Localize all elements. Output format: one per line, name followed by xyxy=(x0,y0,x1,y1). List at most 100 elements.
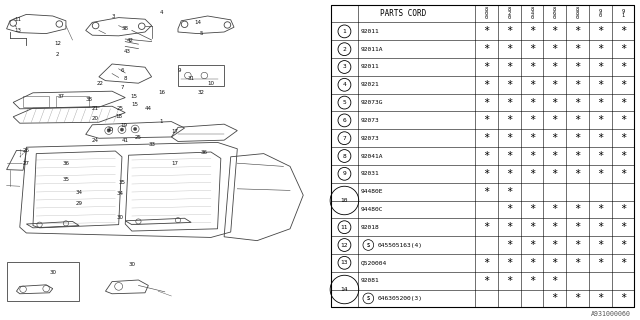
Text: 12: 12 xyxy=(340,243,348,247)
Text: *: * xyxy=(506,151,512,161)
Text: 9: 9 xyxy=(178,68,181,73)
Text: 5: 5 xyxy=(199,31,203,36)
Text: 92011: 92011 xyxy=(360,29,380,34)
Text: *: * xyxy=(552,44,558,54)
Text: *: * xyxy=(483,62,490,72)
Text: *: * xyxy=(506,169,512,179)
Text: *: * xyxy=(529,169,535,179)
Text: 2: 2 xyxy=(56,52,60,57)
Text: 8
4
0: 8 4 0 xyxy=(531,7,534,20)
Text: 13: 13 xyxy=(15,28,22,33)
Text: *: * xyxy=(529,26,535,36)
Text: 92073G: 92073G xyxy=(360,100,383,105)
Text: 31: 31 xyxy=(188,76,195,81)
Text: *: * xyxy=(574,258,580,268)
Text: 6: 6 xyxy=(120,68,124,73)
Text: *: * xyxy=(483,151,490,161)
Text: *: * xyxy=(597,222,604,232)
Text: 41: 41 xyxy=(122,138,129,143)
Text: 12: 12 xyxy=(54,41,61,46)
Text: 15: 15 xyxy=(131,101,138,107)
Text: *: * xyxy=(483,116,490,125)
Text: 30: 30 xyxy=(49,269,56,275)
Text: 26: 26 xyxy=(23,148,30,153)
Text: 8
2
0: 8 2 0 xyxy=(508,7,511,20)
Circle shape xyxy=(107,129,111,132)
Text: 25: 25 xyxy=(135,135,142,140)
Text: *: * xyxy=(574,240,580,250)
Text: *: * xyxy=(597,44,604,54)
Text: *: * xyxy=(483,187,490,196)
Text: 34: 34 xyxy=(76,189,83,195)
Text: 92073: 92073 xyxy=(360,136,380,141)
Text: *: * xyxy=(506,44,512,54)
Text: *: * xyxy=(552,293,558,303)
Text: 32: 32 xyxy=(198,90,205,95)
Text: *: * xyxy=(552,204,558,214)
Text: *: * xyxy=(597,151,604,161)
Text: 2: 2 xyxy=(342,47,346,52)
Text: 3: 3 xyxy=(342,65,346,69)
Text: 29: 29 xyxy=(76,201,83,206)
Text: *: * xyxy=(620,169,626,179)
Text: S: S xyxy=(367,243,370,247)
Text: 92031: 92031 xyxy=(360,171,380,176)
Text: *: * xyxy=(529,151,535,161)
Text: PARTS CORD: PARTS CORD xyxy=(380,9,426,18)
Text: *: * xyxy=(483,276,490,286)
Text: *: * xyxy=(620,240,626,250)
Text: 9: 9 xyxy=(342,171,346,176)
Text: *: * xyxy=(597,258,604,268)
Text: 11: 11 xyxy=(340,225,348,230)
Text: *: * xyxy=(620,293,626,303)
Text: *: * xyxy=(552,222,558,232)
Text: 8
0
0: 8 0 0 xyxy=(484,7,488,20)
Text: *: * xyxy=(506,26,512,36)
Text: 92073: 92073 xyxy=(360,118,380,123)
Text: *: * xyxy=(597,98,604,108)
Text: 94480C: 94480C xyxy=(360,207,383,212)
Text: *: * xyxy=(620,222,626,232)
Text: *: * xyxy=(597,62,604,72)
Text: 19: 19 xyxy=(120,123,127,128)
Text: 24: 24 xyxy=(92,138,99,143)
Text: *: * xyxy=(574,204,580,214)
Text: *: * xyxy=(620,26,626,36)
Text: 92011: 92011 xyxy=(360,65,380,69)
Text: *: * xyxy=(552,26,558,36)
Text: 37: 37 xyxy=(58,93,65,99)
Text: *: * xyxy=(574,293,580,303)
Text: *: * xyxy=(574,151,580,161)
Text: 15: 15 xyxy=(130,93,137,99)
Text: *: * xyxy=(597,204,604,214)
Text: 13: 13 xyxy=(340,260,348,265)
Text: 92018: 92018 xyxy=(360,225,380,230)
Text: 9
0: 9 0 xyxy=(598,9,602,18)
Text: *: * xyxy=(529,80,535,90)
Text: *: * xyxy=(620,204,626,214)
Text: 44: 44 xyxy=(145,106,152,111)
Text: *: * xyxy=(552,169,558,179)
Text: 8
6
0: 8 6 0 xyxy=(553,7,556,20)
Text: *: * xyxy=(529,98,535,108)
Text: 20: 20 xyxy=(92,116,99,121)
Text: 3: 3 xyxy=(112,13,115,19)
Text: 35: 35 xyxy=(63,177,69,182)
Text: 34: 34 xyxy=(117,191,124,196)
Text: 43: 43 xyxy=(124,49,131,54)
Text: 045505163(4): 045505163(4) xyxy=(378,243,422,247)
Text: 92041A: 92041A xyxy=(360,154,383,158)
Text: 38: 38 xyxy=(122,26,129,31)
Text: *: * xyxy=(529,258,535,268)
Text: *: * xyxy=(597,26,604,36)
Text: *: * xyxy=(506,98,512,108)
Text: *: * xyxy=(529,276,535,286)
Text: *: * xyxy=(506,222,512,232)
Text: *: * xyxy=(529,240,535,250)
Text: *: * xyxy=(552,240,558,250)
Text: *: * xyxy=(552,116,558,125)
Text: *: * xyxy=(597,116,604,125)
Text: *: * xyxy=(506,276,512,286)
Text: *: * xyxy=(506,240,512,250)
Text: *: * xyxy=(574,98,580,108)
